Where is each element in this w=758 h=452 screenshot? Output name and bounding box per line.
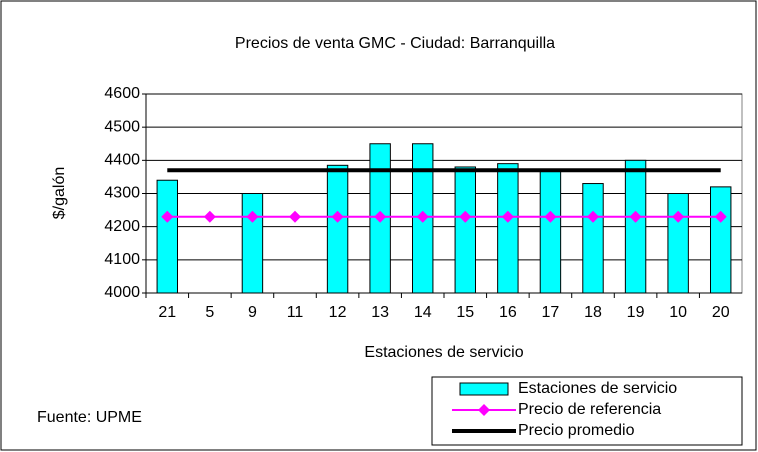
- line-marker: [587, 210, 599, 223]
- x-tick-label: 20: [712, 304, 730, 321]
- x-axis-label: Estaciones de servicio: [364, 344, 523, 361]
- y-tick-label: 4300: [104, 185, 140, 202]
- line-marker: [289, 210, 301, 223]
- x-tick-label: 9: [248, 304, 257, 321]
- bar: [156, 179, 179, 294]
- x-tick-label: 19: [627, 304, 645, 321]
- x-tick-label: 5: [205, 304, 214, 321]
- line-marker: [459, 210, 472, 223]
- bar: [241, 193, 264, 294]
- source-note: Fuente: UPME: [37, 409, 142, 426]
- line-marker: [416, 210, 429, 223]
- x-tick-label: 18: [584, 304, 602, 321]
- x-tick-label: 21: [158, 304, 176, 321]
- legend-label: Estaciones de servicio: [518, 380, 677, 397]
- y-axis-label: $/galón: [51, 167, 68, 220]
- bar: [497, 163, 519, 294]
- bar: [582, 183, 604, 294]
- line-marker: [246, 210, 259, 223]
- y-tick-label: 4400: [104, 152, 140, 169]
- line-marker: [501, 210, 514, 223]
- x-tick-label: 11: [287, 304, 304, 321]
- bar: [667, 193, 689, 294]
- x-tick-label: 13: [371, 304, 389, 321]
- y-tick-label: 4000: [104, 284, 140, 301]
- line-marker: [714, 210, 727, 223]
- legend-swatch: [459, 382, 509, 396]
- line-marker: [672, 210, 685, 223]
- line-marker: [161, 210, 174, 223]
- bar: [539, 169, 562, 294]
- line-marker: [374, 210, 387, 223]
- x-tick-label: 17: [542, 304, 560, 321]
- bar: [624, 159, 647, 294]
- y-tick-label: 4500: [104, 118, 140, 135]
- legend-marker: [478, 404, 490, 416]
- bar: [326, 164, 349, 294]
- line-marker: [544, 210, 557, 223]
- y-tick-label: 4200: [104, 218, 140, 235]
- y-tick-label: 4600: [104, 85, 140, 102]
- line-marker: [629, 210, 642, 223]
- bar: [454, 166, 477, 294]
- legend-label: Precio de referencia: [518, 401, 661, 418]
- y-tick-label: 4100: [104, 251, 140, 268]
- x-tick-label: 14: [414, 304, 432, 321]
- x-tick-label: 15: [456, 304, 474, 321]
- line-marker: [331, 210, 344, 223]
- line-marker: [203, 210, 216, 223]
- bar: [709, 186, 732, 294]
- chart-title: Precios de venta GMC - Ciudad: Barranqui…: [235, 35, 555, 52]
- x-tick-label: 16: [499, 304, 517, 321]
- x-tick-label: 10: [669, 304, 687, 321]
- x-tick-label: 12: [329, 304, 347, 321]
- legend-label: Precio promedio: [518, 422, 635, 439]
